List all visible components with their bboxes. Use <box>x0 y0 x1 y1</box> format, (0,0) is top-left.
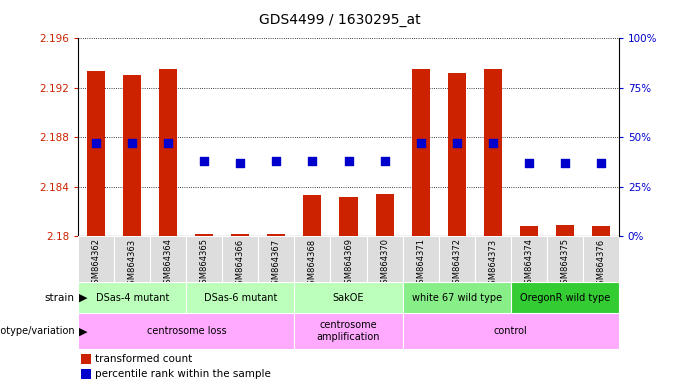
Bar <box>114 236 150 282</box>
Point <box>559 160 570 166</box>
Point <box>452 140 462 146</box>
Bar <box>511 282 619 313</box>
Point <box>415 140 426 146</box>
Text: strain: strain <box>45 293 75 303</box>
Bar <box>186 282 294 313</box>
Point <box>307 158 318 164</box>
Text: GDS4499 / 1630295_at: GDS4499 / 1630295_at <box>259 13 421 27</box>
Text: SakOE: SakOE <box>333 293 364 303</box>
Bar <box>123 76 141 236</box>
Bar <box>583 236 619 282</box>
Point <box>271 158 282 164</box>
Point <box>596 160 607 166</box>
Bar <box>403 236 439 282</box>
Bar <box>81 369 90 379</box>
Bar <box>367 236 403 282</box>
Point <box>343 158 354 164</box>
Bar <box>439 236 475 282</box>
Text: GSM864374: GSM864374 <box>524 238 533 290</box>
Bar <box>447 73 466 236</box>
Text: percentile rank within the sample: percentile rank within the sample <box>95 369 271 379</box>
Text: white 67 wild type: white 67 wild type <box>411 293 502 303</box>
Text: centrosome loss: centrosome loss <box>146 326 226 336</box>
Bar <box>592 226 610 236</box>
Text: GSM864368: GSM864368 <box>308 238 317 290</box>
Bar <box>556 225 574 236</box>
Text: GSM864362: GSM864362 <box>92 238 101 290</box>
Bar <box>87 71 105 236</box>
Text: DSas-4 mutant: DSas-4 mutant <box>96 293 169 303</box>
Bar <box>403 282 511 313</box>
Bar <box>294 282 403 313</box>
Text: ▶: ▶ <box>79 326 87 336</box>
Bar <box>411 69 430 236</box>
Bar <box>195 234 214 236</box>
Point <box>199 158 209 164</box>
Text: GSM864376: GSM864376 <box>596 238 605 290</box>
Bar <box>78 236 114 282</box>
Point <box>487 140 498 146</box>
Text: GSM864364: GSM864364 <box>164 238 173 290</box>
Text: GSM864372: GSM864372 <box>452 238 461 290</box>
Text: ▶: ▶ <box>79 293 87 303</box>
Text: transformed count: transformed count <box>95 354 192 364</box>
Bar <box>330 236 367 282</box>
Text: GSM864367: GSM864367 <box>272 238 281 290</box>
Bar <box>186 236 222 282</box>
Point <box>126 140 137 146</box>
Bar <box>547 236 583 282</box>
Text: GSM864366: GSM864366 <box>236 238 245 290</box>
Bar <box>403 313 619 349</box>
Bar <box>520 226 538 236</box>
Bar <box>222 236 258 282</box>
Bar <box>78 313 294 349</box>
Text: GSM864371: GSM864371 <box>416 238 425 290</box>
Text: DSas-6 mutant: DSas-6 mutant <box>204 293 277 303</box>
Text: GSM864365: GSM864365 <box>200 238 209 290</box>
Text: centrosome
amplification: centrosome amplification <box>317 320 380 342</box>
Bar <box>483 69 502 236</box>
Point <box>379 158 390 164</box>
Bar <box>78 282 186 313</box>
Text: GSM864369: GSM864369 <box>344 238 353 290</box>
Text: GSM864370: GSM864370 <box>380 238 389 290</box>
Point <box>235 160 246 166</box>
Text: GSM864373: GSM864373 <box>488 238 497 290</box>
Point <box>163 140 174 146</box>
Text: GSM864363: GSM864363 <box>128 238 137 290</box>
Bar <box>294 313 403 349</box>
Text: GSM864375: GSM864375 <box>560 238 569 290</box>
Point <box>90 140 102 146</box>
Text: genotype/variation: genotype/variation <box>0 326 75 336</box>
Bar <box>267 234 286 236</box>
Bar <box>475 236 511 282</box>
Bar <box>159 69 177 236</box>
Text: OregonR wild type: OregonR wild type <box>520 293 610 303</box>
Bar <box>231 234 250 236</box>
Text: control: control <box>494 326 528 336</box>
Bar <box>81 354 90 364</box>
Bar <box>258 236 294 282</box>
Point <box>524 160 534 166</box>
Bar <box>294 236 330 282</box>
Bar <box>303 195 322 236</box>
Bar <box>375 194 394 236</box>
Bar <box>150 236 186 282</box>
Bar <box>339 197 358 236</box>
Bar <box>511 236 547 282</box>
